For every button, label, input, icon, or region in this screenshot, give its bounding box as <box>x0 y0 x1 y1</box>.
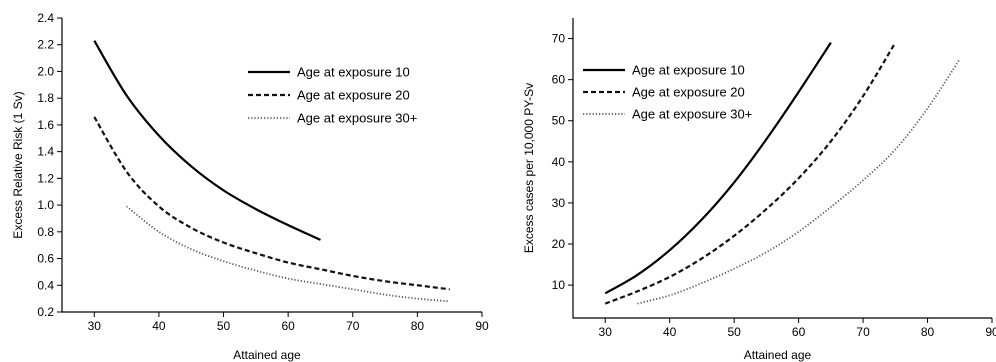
x-tick-label: 60 <box>792 325 806 339</box>
axes-frame <box>572 18 992 319</box>
y-tick-label: 0.4 <box>37 278 54 292</box>
x-tick-label: 60 <box>281 319 295 333</box>
y-tick-label: 20 <box>552 237 566 251</box>
legend-label: Age at exposure 10 <box>632 63 745 78</box>
x-tick-label: 40 <box>663 325 677 339</box>
x-tick-label: 90 <box>475 319 489 333</box>
y-tick-label: 50 <box>552 114 566 128</box>
x-tick-label: 70 <box>856 325 870 339</box>
x-axis-label: Attained age <box>744 348 812 362</box>
legend-label: Age at exposure 30+ <box>297 111 417 126</box>
legend-label: Age at exposure 20 <box>297 88 410 103</box>
series-line-solid <box>93 40 321 241</box>
y-tick-label: 1.2 <box>37 171 54 185</box>
series-line-dotted <box>126 205 450 303</box>
x-tick-label: 30 <box>599 325 613 339</box>
x-tick-label: 80 <box>921 325 935 339</box>
y-tick-label: 70 <box>552 32 566 46</box>
legend-label: Age at exposure 10 <box>297 65 410 80</box>
y-tick-label: 2.4 <box>37 11 54 25</box>
y-tick-label: 0.6 <box>37 252 54 266</box>
y-tick-label: 60 <box>552 73 566 87</box>
x-tick-label: 70 <box>346 319 360 333</box>
series-line-dashed <box>604 42 897 305</box>
x-tick-label: 40 <box>152 319 166 333</box>
x-tick-label: 80 <box>411 319 425 333</box>
y-tick-label: 1.0 <box>37 198 54 212</box>
x-tick-label: 30 <box>88 319 102 333</box>
y-tick-label: 0.8 <box>37 225 54 239</box>
y-tick-label: 40 <box>552 155 566 169</box>
series-line-dotted <box>637 58 961 305</box>
y-tick-label: 2.0 <box>37 64 54 78</box>
y-tick-label: 1.8 <box>37 91 54 105</box>
legend-label: Age at exposure 30+ <box>632 107 752 122</box>
y-tick-label: 1.6 <box>37 118 54 132</box>
y-axis-label: Excess Relative Risk (1 Sv) <box>11 91 25 238</box>
series-line-dashed <box>93 116 450 291</box>
x-tick-label: 50 <box>217 319 231 333</box>
x-tick-label: 90 <box>985 325 996 339</box>
y-tick-label: 30 <box>552 196 566 210</box>
x-axis-label: Attained age <box>233 348 301 362</box>
y-tick-label: 2.2 <box>37 38 54 52</box>
series-line-solid <box>604 42 832 295</box>
chart-excess-cases: 30 40 50 60 70 80 90 10 20 30 40 50 60 70 Attained age… <box>522 18 996 362</box>
chart-excess-relative-risk: 30 40 50 60 70 80 90 0.2 0.4 0.6 0.8 1.0 1.2 1.4 1.6 1.… <box>11 11 489 362</box>
x-tick-label: 50 <box>727 325 741 339</box>
y-axis-label: Excess cases per 10,000 PY-Sv <box>522 83 536 253</box>
axes-frame <box>61 18 482 313</box>
y-tick-label: 10 <box>552 278 566 292</box>
y-tick-label: 1.4 <box>37 145 54 159</box>
y-tick-label: 0.2 <box>37 305 54 319</box>
legend-label: Age at exposure 20 <box>632 85 745 100</box>
